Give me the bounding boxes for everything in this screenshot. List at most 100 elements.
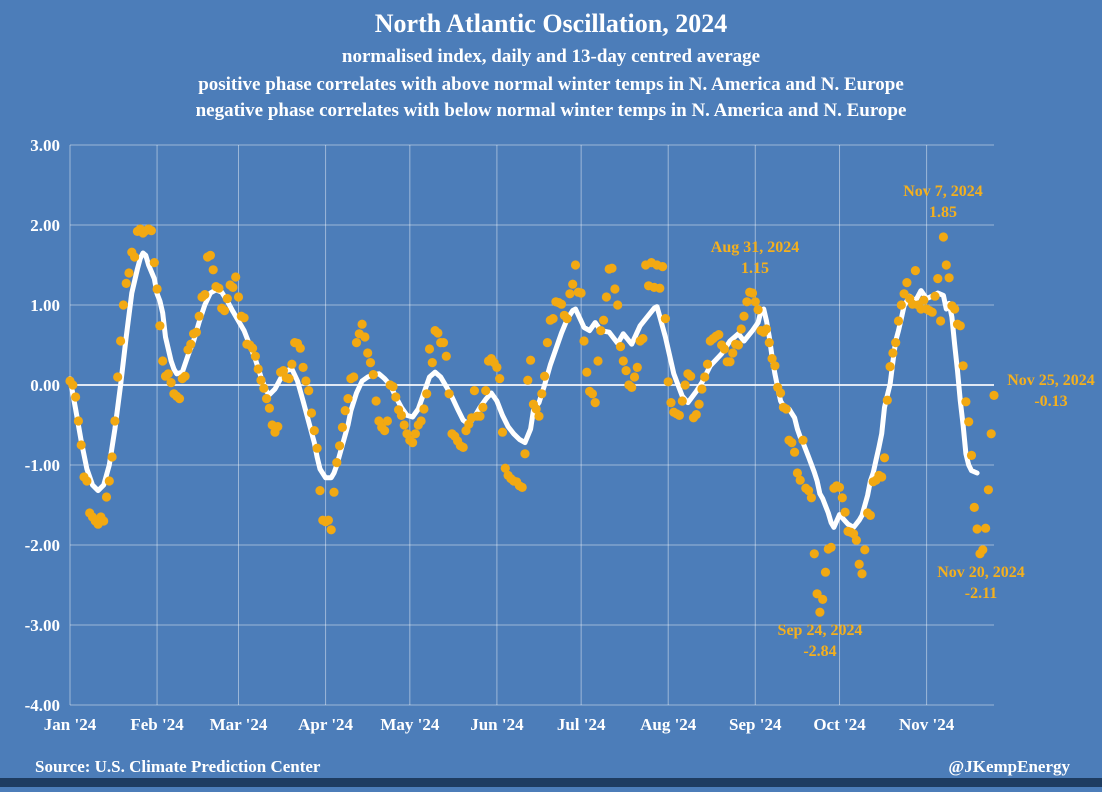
daily-dot	[542, 338, 553, 348]
daily-dot	[284, 374, 294, 384]
daily-dot	[427, 358, 437, 368]
daily-dot	[416, 416, 426, 426]
daily-dot	[579, 336, 589, 346]
y-tick-label: 2.00	[30, 216, 60, 235]
daily-dot	[812, 589, 822, 599]
source-credit: Source: U.S. Climate Prediction Center	[35, 757, 321, 776]
x-tick-label: Mar '24	[210, 715, 268, 734]
daily-dot	[950, 304, 960, 314]
daily-dot	[576, 288, 586, 298]
daily-dot	[113, 372, 123, 382]
daily-dot	[309, 426, 319, 436]
daily-dot	[422, 389, 432, 399]
daily-dot	[702, 359, 713, 369]
daily-dot	[565, 289, 575, 299]
daily-dot	[919, 295, 929, 305]
daily-dot	[71, 392, 81, 402]
daily-dot	[615, 342, 626, 352]
x-tick-label: Jan '24	[44, 715, 97, 734]
daily-dot	[680, 380, 690, 390]
x-axis-labels: Jan '24 Feb '24 Mar '24 Apr '24 May '24 Jun '…	[44, 715, 955, 734]
x-tick-label: Sep '24	[729, 715, 782, 734]
daily-dot	[910, 266, 921, 276]
daily-dot	[599, 315, 609, 325]
daily-dot	[500, 463, 510, 473]
daily-dot	[632, 362, 642, 372]
data-point-annotation: Nov 25, 2024	[1007, 372, 1095, 389]
daily-dot	[781, 404, 791, 414]
data-point-annotation: 1.15	[741, 260, 769, 277]
daily-dot	[517, 482, 527, 492]
daily-dot	[590, 398, 600, 408]
daily-dot	[879, 453, 890, 463]
daily-dot	[966, 450, 977, 460]
daily-dot	[860, 545, 870, 555]
daily-dot	[256, 375, 266, 385]
daily-dot	[593, 356, 603, 366]
daily-dot	[834, 482, 845, 492]
gridlines	[69, 144, 994, 706]
daily-dot	[638, 334, 648, 344]
daily-dot	[776, 388, 786, 398]
daily-dot	[958, 361, 968, 371]
daily-dot	[826, 542, 836, 553]
daily-dot	[747, 288, 758, 298]
daily-dot	[360, 332, 370, 342]
daily-dot	[820, 567, 831, 577]
x-tick-label: Oct '24	[813, 715, 866, 734]
daily-dot	[677, 396, 687, 406]
daily-dot	[497, 427, 508, 437]
daily-dot	[408, 438, 418, 448]
daily-dot	[219, 306, 230, 316]
daily-dot	[110, 416, 120, 426]
y-tick-label: -4.00	[25, 696, 60, 715]
footer-bar	[0, 778, 1102, 787]
daily-dot	[326, 525, 336, 535]
daily-dot	[750, 297, 760, 307]
daily-dot	[380, 426, 390, 436]
daily-dot	[964, 417, 974, 427]
data-point-annotation: -2.84	[803, 643, 836, 660]
daily-dot	[969, 502, 979, 512]
daily-dot	[764, 338, 774, 348]
daily-dot	[495, 374, 505, 384]
daily-dot	[351, 338, 362, 348]
x-tick-label: Jul '24	[557, 715, 606, 734]
daily-dot	[753, 305, 763, 315]
daily-dot	[163, 369, 173, 379]
daily-dot	[540, 371, 550, 381]
daily-dot	[691, 410, 701, 420]
daily-dot	[972, 524, 982, 534]
daily-dot	[837, 493, 847, 503]
daily-dot	[315, 486, 325, 496]
daily-dot	[368, 370, 378, 380]
daily-dot	[568, 279, 578, 289]
daily-dot	[329, 487, 339, 497]
daily-dot	[357, 319, 367, 329]
daily-dot	[851, 535, 862, 545]
daily-dot	[301, 376, 311, 386]
daily-dot	[492, 362, 502, 372]
daily-dot	[882, 395, 892, 405]
daily-dot	[250, 351, 260, 361]
daily-dot	[337, 422, 347, 432]
x-tick-label: Apr '24	[298, 715, 353, 734]
daily-dot	[526, 355, 536, 365]
author-handle: @JKempEnergy	[948, 757, 1070, 776]
daily-dot	[865, 510, 876, 520]
daily-dot	[73, 416, 83, 426]
data-point-annotation: 1.85	[929, 204, 957, 221]
daily-dot	[340, 406, 350, 416]
daily-dot	[155, 321, 165, 331]
daily-dot	[371, 396, 381, 406]
daily-dot	[116, 336, 126, 346]
daily-dot	[700, 372, 710, 382]
daily-dot	[610, 284, 620, 294]
data-point-annotation: Nov 20, 2024	[937, 564, 1025, 581]
daily-dot	[278, 366, 288, 376]
daily-dot	[927, 307, 937, 317]
daily-dot	[396, 410, 406, 420]
